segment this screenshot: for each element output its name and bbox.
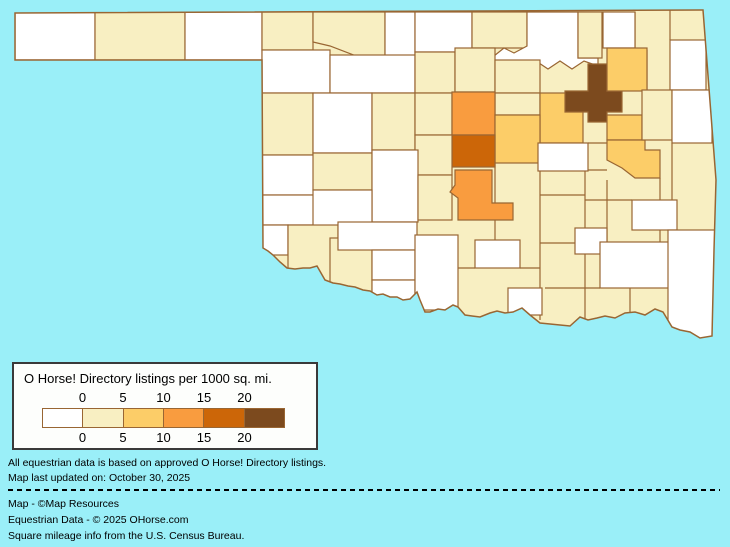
footnote-data-source: All equestrian data is based on approved… [8,457,327,469]
county-region-c40[interactable] [261,194,318,226]
county-region-c13[interactable] [261,49,331,94]
county-region-c46[interactable] [371,249,416,281]
legend-tick-label: 20 [237,430,252,445]
county-region-c35[interactable] [312,152,373,191]
legend-swatch-5 [244,409,284,427]
legend-tick-label: 15 [196,390,212,405]
legend-tick-label: 10 [156,390,171,405]
county-region-c21[interactable] [606,47,648,92]
county-region-c41[interactable] [312,189,373,228]
county-region-c25[interactable] [414,92,453,136]
county-region-c24[interactable] [371,92,416,151]
county-region-c07[interactable] [414,11,473,53]
county-region-c22[interactable] [261,92,314,156]
county-region-c18[interactable] [494,92,541,116]
county-region-c53[interactable] [599,241,671,289]
credit-census-bureau: Square mileage info from the U.S. Census… [8,530,245,542]
legend-tick-label: 0 [78,430,87,445]
legend-swatch-1 [83,409,124,427]
county-region-c30[interactable] [606,114,643,141]
county-region-c36[interactable] [371,149,419,223]
county-region-c45[interactable] [337,221,418,251]
county-region-c02[interactable] [94,11,186,61]
state-outline [14,9,717,339]
legend-tick-label: 20 [237,390,252,405]
county-region-c11[interactable] [602,11,636,49]
county-region-c52[interactable] [631,199,678,231]
county-region-c34[interactable] [261,154,316,196]
county-region-c17[interactable] [494,59,541,94]
county-region-c31[interactable] [606,139,661,179]
legend-color-scale [42,408,285,428]
legend-tick-label: 15 [196,430,212,445]
county-region-c04[interactable] [261,11,314,51]
county-region-c01[interactable] [15,11,96,61]
credit-map-resources: Map - ©Map Resources [8,498,120,510]
county-region-c23[interactable] [312,92,373,154]
county-region-c48[interactable] [414,234,459,311]
county-region-c39[interactable] [537,142,589,172]
legend-swatch-2 [123,409,164,427]
footnote-last-updated: Map last updated on: October 30, 2025 [8,472,191,484]
county-region-c33[interactable] [671,89,713,144]
legend-swatch-4 [204,409,245,427]
legend-tick-label: 5 [119,390,127,405]
county-region-c03[interactable] [184,11,263,61]
county-region-c38[interactable] [449,169,514,221]
county-region-c54[interactable] [667,229,716,342]
county-region-c27[interactable] [494,114,541,164]
legend-swatch-0 [43,409,84,427]
legend-swatch-3 [163,409,205,427]
county-region-c12[interactable] [669,39,707,91]
county-region-c37[interactable] [417,174,453,221]
legend-tick-label: 5 [119,430,127,445]
county-region-c10[interactable] [577,11,603,59]
legend-tick-label: 0 [78,390,87,405]
county-region-c26[interactable] [451,91,496,136]
county-region-c29[interactable] [414,134,453,176]
county-region-c15[interactable] [414,51,456,94]
county-region-c49[interactable] [474,239,521,269]
county-region-c47[interactable] [371,279,416,306]
legend-title: O Horse! Directory listings per 1000 sq.… [24,371,272,386]
county-region-c32[interactable] [641,89,673,141]
county-region-c16[interactable] [454,47,496,93]
legend: O Horse! Directory listings per 1000 sq.… [12,362,318,450]
county-region-c14[interactable] [329,54,416,94]
dashed-separator [8,489,720,491]
county-region-c08[interactable] [471,11,528,49]
county-region-c28[interactable] [451,134,496,168]
legend-tick-label: 10 [156,430,171,445]
credit-equestrian-data: Equestrian Data - © 2025 OHorse.com [8,514,189,526]
